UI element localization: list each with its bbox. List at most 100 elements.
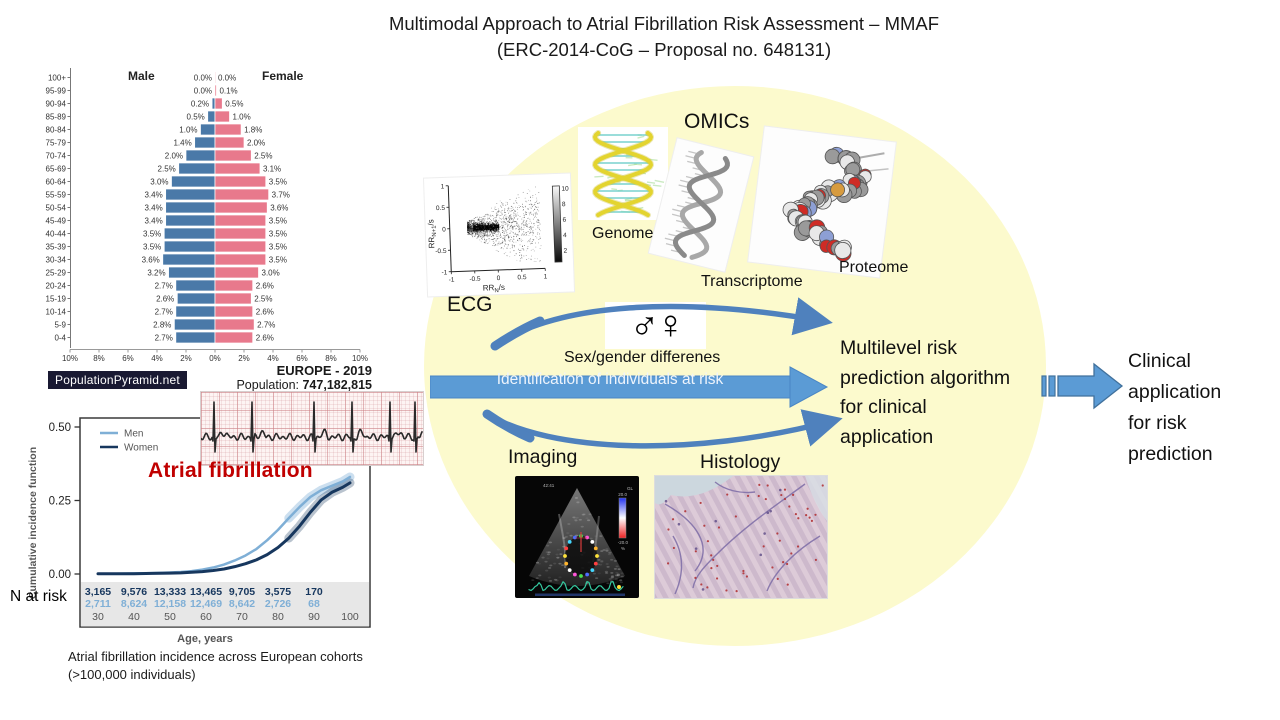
multilevel-line1: Multilevel risk — [840, 337, 958, 359]
pyramid-meta: EUROPE - 2019 Population: 747,182,815 — [180, 363, 372, 392]
svg-text:20-24: 20-24 — [46, 282, 67, 291]
lower-curved-arrow — [482, 409, 843, 449]
svg-text:68: 68 — [308, 598, 320, 610]
population-pyramid-chart: 100+ 0.0% 0.0% 95-99 0.0% 0.1% 90-94 0.2% 0.5% 85… — [46, 68, 368, 363]
svg-text:Women: Women — [124, 443, 158, 454]
svg-text:6%: 6% — [122, 354, 134, 363]
svg-text:Cumulative incidence function: Cumulative incidence function — [27, 447, 39, 599]
svg-text:42:41: 42:41 — [543, 483, 555, 488]
genome-image — [578, 127, 668, 220]
pyramid-population: Population: 747,182,815 — [180, 378, 372, 392]
svg-text:%: % — [621, 546, 625, 551]
svg-text:12,469: 12,469 — [190, 598, 222, 610]
histology-image — [655, 476, 827, 598]
svg-text:0%: 0% — [209, 354, 221, 363]
population-value: 747,182,815 — [302, 378, 372, 392]
svg-text:55-59: 55-59 — [46, 191, 67, 200]
svg-text:80-84: 80-84 — [46, 126, 67, 135]
svg-text:8%: 8% — [325, 354, 337, 363]
svg-text:5-9: 5-9 — [54, 321, 66, 330]
svg-text:2.7%: 2.7% — [257, 321, 275, 330]
populationpyramid-watermark: PopulationPyramid.net — [48, 371, 187, 389]
svg-text:0.0%: 0.0% — [194, 87, 212, 96]
svg-text:13,333: 13,333 — [154, 586, 186, 598]
svg-text:-0.5: -0.5 — [435, 248, 447, 255]
proteome-molecule-graphic — [782, 146, 889, 262]
svg-text:6: 6 — [562, 217, 566, 224]
svg-text:60-64: 60-64 — [46, 178, 67, 187]
svg-text:0.5: 0.5 — [436, 205, 446, 212]
clinical-line2: application — [1128, 381, 1222, 403]
svg-text:100+: 100+ — [48, 74, 66, 83]
svg-text:8,642: 8,642 — [229, 598, 255, 610]
svg-text:2.6%: 2.6% — [256, 334, 274, 343]
svg-text:75-79: 75-79 — [46, 139, 67, 148]
svg-text:0: 0 — [442, 226, 446, 233]
title-line1: Multimodal Approach to Atrial Fibrillati… — [388, 13, 940, 34]
ecg-poincare-plot-image: 1 0.5 0 -0.5 -1 -1 -0.5 0 0.5 1 RRN/s RRN+1/s 10 8 6 4 2 — [423, 173, 575, 297]
svg-text:90: 90 — [308, 611, 320, 623]
svg-text:2.7%: 2.7% — [155, 334, 173, 343]
transcriptome-image — [648, 138, 754, 272]
svg-text:50-54: 50-54 — [46, 204, 67, 213]
slide-title: Multimodal Approach to Atrial Fibrillati… — [0, 11, 1280, 63]
svg-text:60: 60 — [200, 611, 212, 623]
genome-dna-graphic — [592, 130, 665, 218]
svg-text:40: 40 — [128, 611, 140, 623]
svg-text:4%: 4% — [151, 354, 163, 363]
genome-label: Genome — [592, 225, 654, 242]
svg-text:Age, years: Age, years — [177, 633, 233, 645]
clinical-application-text: Clinical application for risk prediction — [1128, 346, 1278, 470]
svg-text:3.5%: 3.5% — [269, 217, 287, 226]
poincare-scatter: 1 0.5 0 -0.5 -1-1 -0.5 0 0.5 1 RRN/s RRN+1/s 10 8 6 4 2 — [426, 183, 569, 295]
upper-curved-arrow — [490, 297, 833, 351]
svg-text:3.5%: 3.5% — [143, 243, 161, 252]
svg-text:Men: Men — [124, 429, 143, 440]
svg-text:2.0%: 2.0% — [165, 152, 183, 161]
svg-text:10: 10 — [561, 186, 569, 193]
svg-text:1.0%: 1.0% — [233, 113, 251, 122]
svg-text:2,726: 2,726 — [265, 598, 291, 610]
svg-text:RRN/s: RRN/s — [483, 283, 506, 295]
svg-text:2.6%: 2.6% — [156, 295, 174, 304]
svg-text:30-34: 30-34 — [46, 256, 67, 265]
svg-text:13,465: 13,465 — [190, 586, 222, 598]
svg-text:3.5%: 3.5% — [269, 230, 287, 239]
svg-text:-1: -1 — [449, 277, 455, 284]
svg-text:RRN+1/s: RRN+1/s — [426, 219, 438, 248]
clinical-line1: Clinical — [1128, 350, 1191, 372]
svg-text:3.6%: 3.6% — [270, 204, 288, 213]
svg-text:2%: 2% — [238, 354, 250, 363]
svg-text:80: 80 — [272, 611, 284, 623]
title-line2: (ERC-2014-CoG – Proposal no. 648131) — [496, 39, 832, 60]
ecg-trace — [200, 401, 423, 453]
svg-text:10%: 10% — [62, 354, 78, 363]
svg-text:3.7%: 3.7% — [272, 191, 290, 200]
svg-text:3.2%: 3.2% — [147, 269, 165, 278]
svg-text:3.4%: 3.4% — [144, 217, 162, 226]
svg-text:35-39: 35-39 — [46, 243, 67, 252]
svg-text:2.8%: 2.8% — [153, 321, 171, 330]
svg-text:2.6%: 2.6% — [256, 282, 274, 291]
svg-text:1.8%: 1.8% — [244, 126, 262, 135]
svg-text:2.6%: 2.6% — [256, 308, 274, 317]
clinical-line3: for risk — [1128, 412, 1187, 434]
svg-text:2.0%: 2.0% — [247, 139, 265, 148]
identification-arrow-label: Identification of individuals at risk — [496, 371, 724, 388]
pyramid-male-header: Male — [128, 69, 155, 83]
svg-text:-0.5: -0.5 — [469, 276, 481, 283]
svg-text:0-4: 0-4 — [54, 334, 66, 343]
af-incidence-chart: 0.50 0.25 0.00 Cumulative incidence functio… — [27, 417, 371, 645]
svg-text:70-74: 70-74 — [46, 152, 67, 161]
svg-text:45-49: 45-49 — [46, 217, 67, 226]
svg-text:30: 30 — [92, 611, 104, 623]
svg-text:3.5%: 3.5% — [269, 256, 287, 265]
svg-text:1.4%: 1.4% — [173, 139, 191, 148]
svg-text:3.4%: 3.4% — [144, 191, 162, 200]
svg-text:10%: 10% — [352, 354, 368, 363]
svg-text:4: 4 — [563, 232, 567, 239]
svg-text:0.0%: 0.0% — [218, 74, 236, 83]
transcriptome-label: Transcriptome — [701, 273, 803, 290]
svg-text:-20.0: -20.0 — [618, 540, 629, 545]
caption-line1: Atrial fibrillation incidence across Eur… — [68, 649, 363, 664]
